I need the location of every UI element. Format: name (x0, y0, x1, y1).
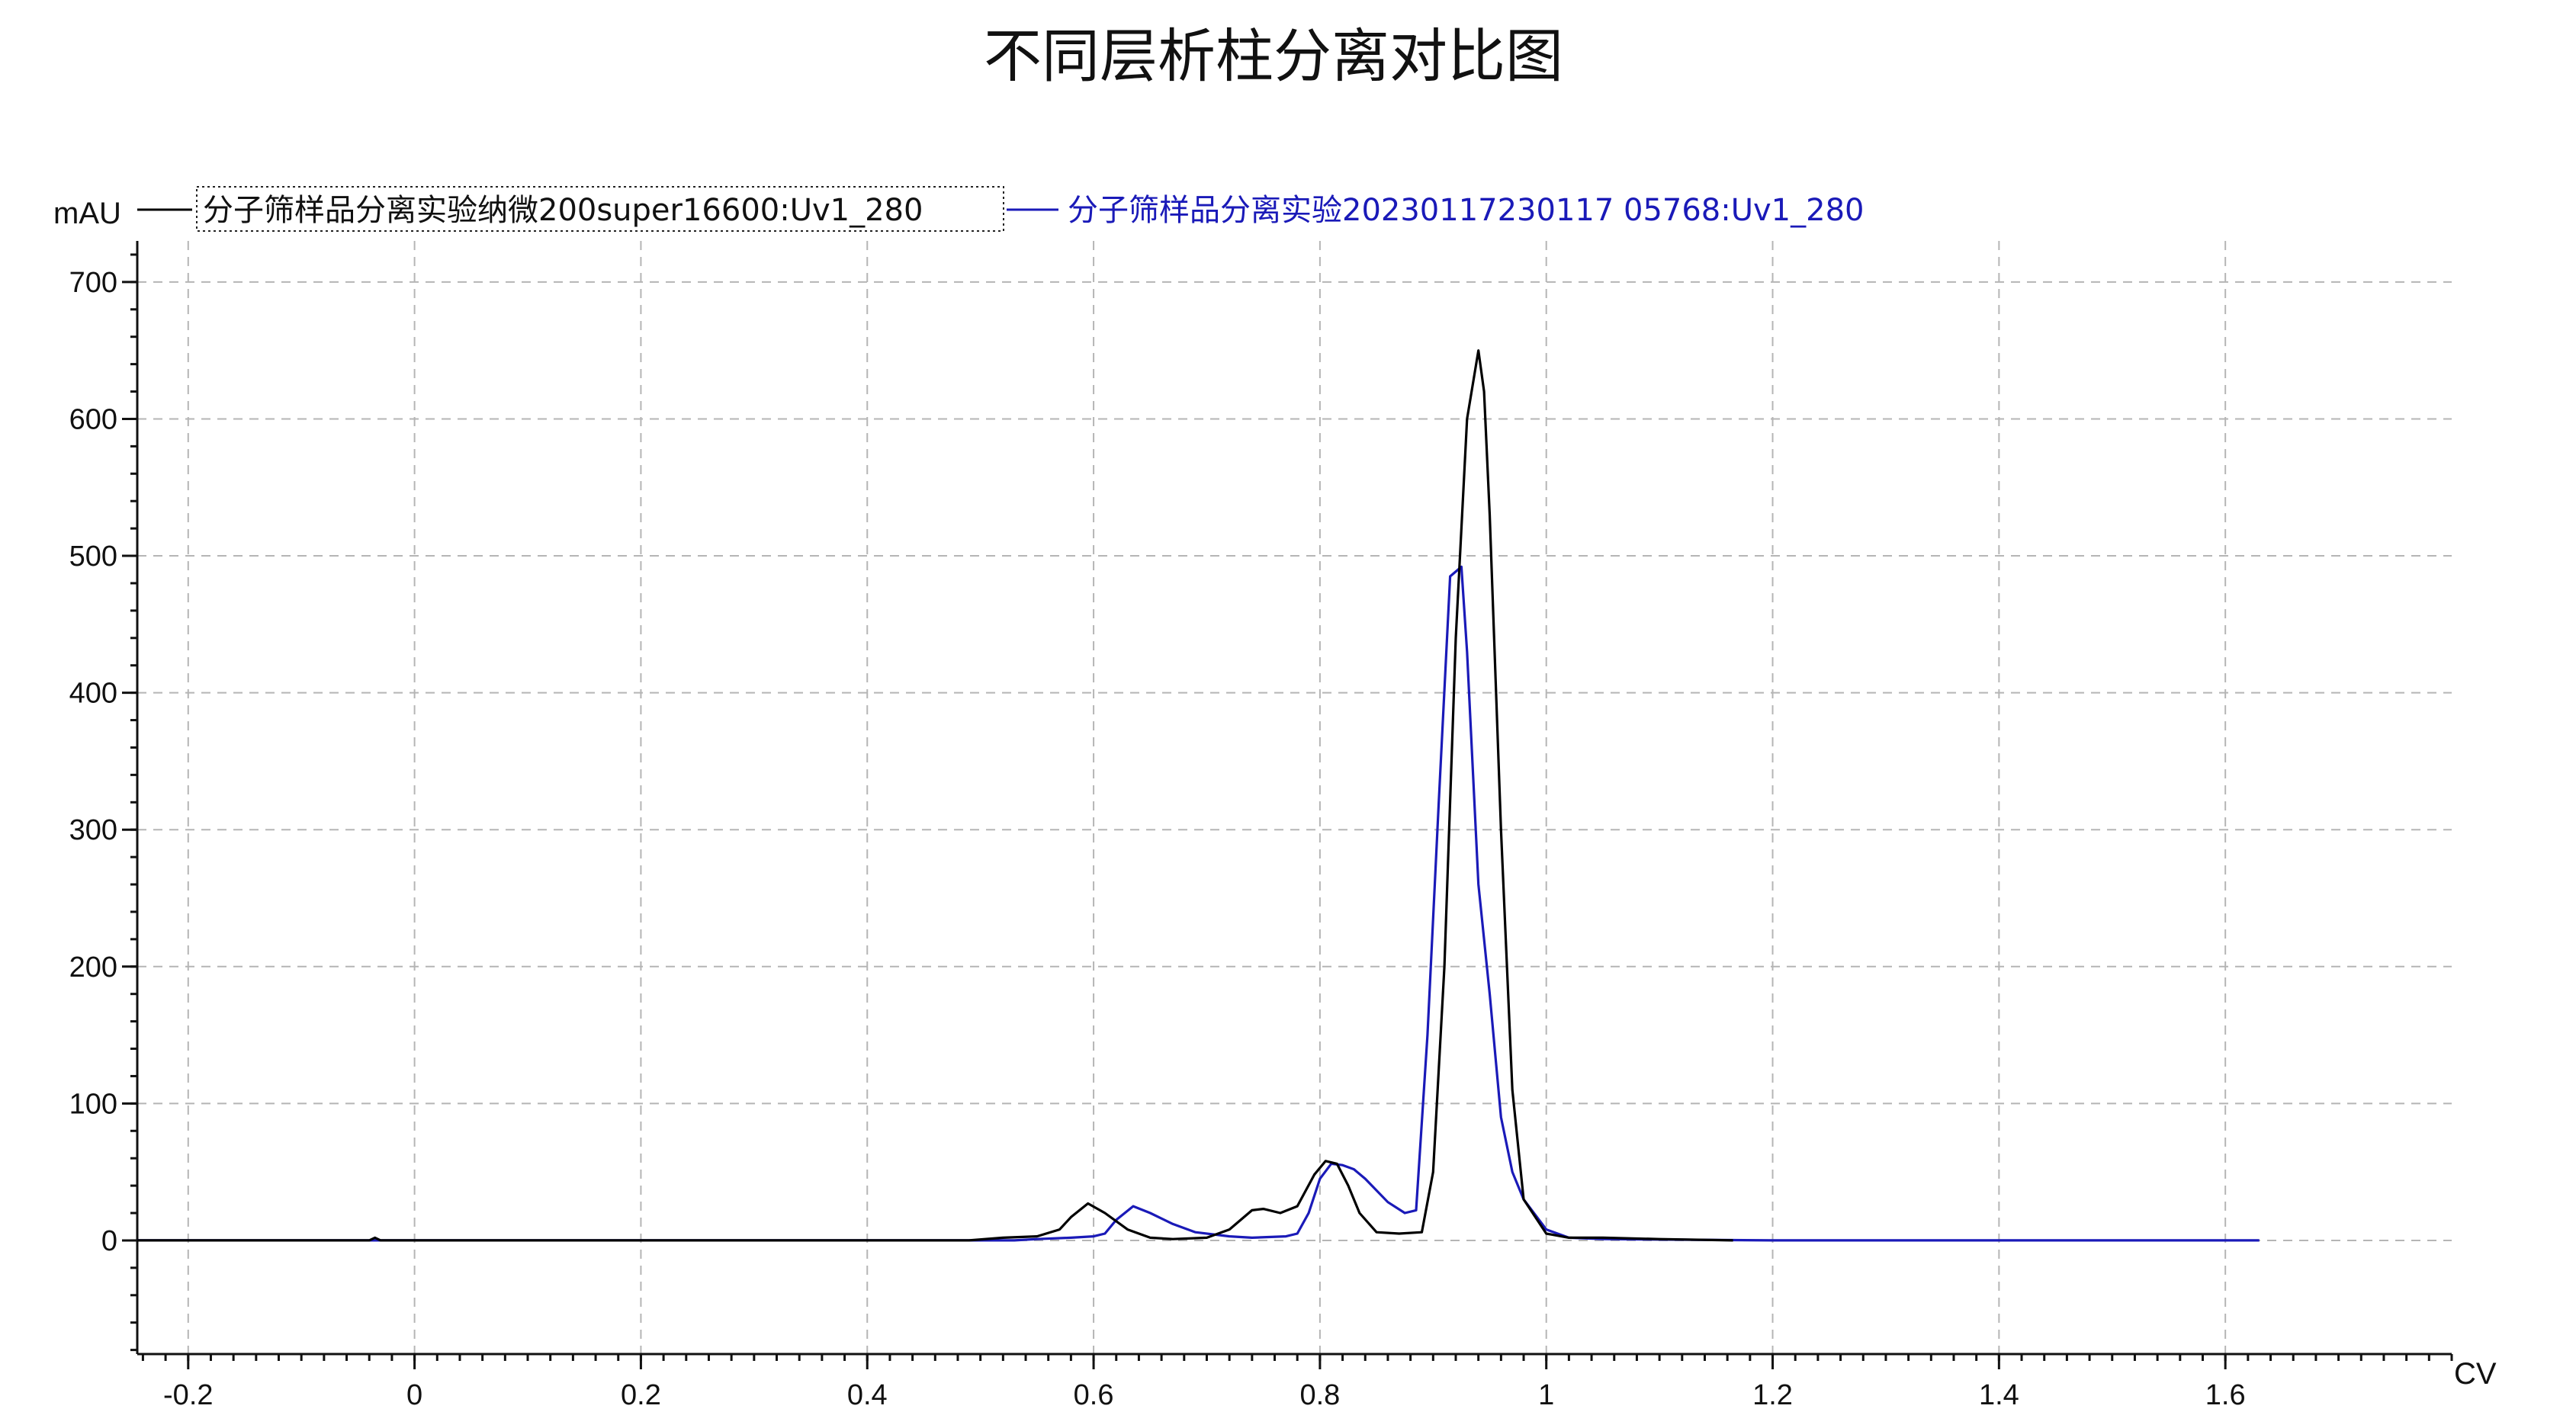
series-layer (137, 349, 2260, 1242)
x-tick-label: 0 (406, 1379, 422, 1411)
x-tick-label: 1.2 (1752, 1379, 1793, 1411)
x-tick-label: 0.6 (1074, 1379, 1114, 1411)
legend-label-series-2: 分子筛样品分离实验20230117230117 05768:Uv1_280 (1068, 193, 1864, 228)
chart-title: 不同层析柱分离对比图 (984, 22, 1563, 90)
x-tick-label: 1.6 (2205, 1379, 2246, 1411)
axis-layer: 0 100 200 300 400 500 600 700 -0.2 0 0.2 0.4 0.6 0.8 1… (69, 241, 2453, 1411)
series-line-1 (137, 349, 1733, 1242)
legend-label-series-1: 分子筛样品分离实验纳微200super16600:Uv1_280 (203, 193, 923, 228)
y-tick-label: 600 (69, 403, 117, 435)
y-tick-label: 200 (69, 951, 117, 984)
legend-selection-box (196, 186, 1004, 232)
y-axis-label: mAU (53, 197, 121, 230)
x-tick-label: 1.4 (1979, 1379, 2019, 1411)
y-tick-label: 0 (101, 1225, 117, 1257)
x-tick-label: -0.2 (163, 1379, 213, 1411)
y-tick-label: 700 (69, 267, 117, 299)
x-axis-label: CV (2454, 1357, 2497, 1391)
y-tick-label: 500 (69, 541, 117, 573)
y-tick-label: 100 (69, 1088, 117, 1120)
legend: 分子筛样品分离实验纳微200super16600:Uv1_280 分子筛样品分离… (137, 186, 1864, 232)
x-tick-label: 0.8 (1299, 1379, 1340, 1411)
x-tick-label: 0.4 (847, 1379, 888, 1411)
y-tick-label: 400 (69, 678, 117, 710)
x-tick-label: 1 (1538, 1379, 1554, 1411)
y-tick-label: 300 (69, 814, 117, 846)
series-line-2 (137, 565, 2260, 1242)
x-tick-label: 0.2 (621, 1379, 661, 1411)
